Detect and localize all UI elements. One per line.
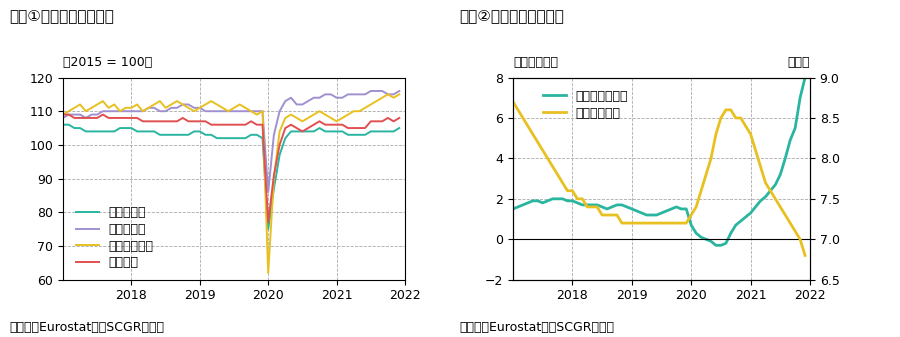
失業率（右）	[800, 253, 811, 257]
Text: （前年比％）: （前年比％）	[513, 56, 558, 69]
Line: 鉱工業生産: 鉱工業生産	[63, 125, 400, 229]
Text: （2015 = 100）: （2015 = 100）	[63, 56, 152, 69]
失業率（右）	[581, 205, 592, 209]
消費者物価指数	[557, 197, 568, 201]
Legend: 鉱工業生産, 小売売上高, 資本財売上高, 輸出数量: 鉱工業生産, 小売売上高, 資本財売上高, 輸出数量	[76, 206, 154, 269]
輸出数量	[394, 116, 405, 120]
消費者物価指数	[800, 75, 811, 80]
資本財売上高	[274, 129, 285, 133]
Line: 資本財売上高: 資本財売上高	[63, 94, 400, 273]
Text: （出所：EurostatよりSCGR作成）: （出所：EurostatよりSCGR作成）	[459, 320, 614, 334]
小売売上高	[114, 109, 125, 113]
小売売上高	[394, 89, 405, 93]
小売売上高	[143, 106, 154, 110]
Legend: 消費者物価指数, 失業率（右）: 消費者物価指数, 失業率（右）	[543, 90, 628, 120]
小売売上高	[155, 109, 166, 113]
輸出数量	[58, 113, 68, 117]
資本財売上高	[382, 92, 393, 96]
Text: （出所：EurostatよりSCGR作成）: （出所：EurostatよりSCGR作成）	[9, 320, 164, 334]
Text: 図表①　需給の経済指標: 図表① 需給の経済指標	[9, 8, 114, 24]
鉱工業生産	[143, 129, 154, 133]
失業率（右）	[607, 213, 617, 217]
失業率（右）	[690, 205, 701, 209]
消費者物価指数	[607, 205, 617, 209]
失業率（右）	[508, 100, 518, 104]
資本財売上高	[263, 271, 274, 275]
Line: 輸出数量: 輸出数量	[63, 115, 400, 222]
Text: 図表②　物価・雇用指標: 図表② 物価・雇用指標	[459, 8, 564, 24]
鉱工業生産	[274, 153, 285, 157]
鉱工業生産	[155, 133, 166, 137]
輸出数量	[166, 119, 176, 123]
資本財売上高	[166, 102, 176, 106]
Text: （％）: （％）	[788, 56, 810, 69]
鉱工業生産	[114, 126, 125, 130]
輸出数量	[263, 220, 274, 224]
小売売上高	[263, 190, 274, 194]
輸出数量	[172, 119, 183, 123]
資本財売上高	[143, 106, 154, 110]
資本財売上高	[172, 99, 183, 103]
消費者物価指数	[690, 231, 701, 235]
鉱工業生産	[166, 133, 176, 137]
資本財売上高	[114, 109, 125, 113]
失業率（右）	[591, 205, 602, 209]
資本財売上高	[155, 99, 166, 103]
消費者物価指数	[591, 203, 602, 207]
輸出数量	[143, 119, 154, 123]
消費者物価指数	[581, 203, 592, 207]
鉱工業生産	[58, 123, 68, 127]
鉱工業生産	[394, 126, 405, 130]
失業率（右）	[557, 181, 568, 185]
消費者物価指数	[508, 207, 518, 211]
小売売上高	[58, 116, 68, 120]
輸出数量	[155, 119, 166, 123]
失業率（右）	[601, 213, 612, 217]
Line: 失業率（右）: 失業率（右）	[513, 102, 806, 255]
小売売上高	[365, 89, 376, 93]
輸出数量	[114, 116, 125, 120]
鉱工業生産	[172, 133, 183, 137]
小売売上高	[166, 106, 176, 110]
資本財売上高	[58, 113, 68, 117]
消費者物価指数	[710, 243, 721, 247]
消費者物価指数	[601, 207, 612, 211]
資本財売上高	[394, 92, 405, 96]
Line: 小売売上高: 小売売上高	[63, 91, 400, 192]
Line: 消費者物価指数: 消費者物価指数	[513, 78, 806, 245]
輸出数量	[274, 143, 285, 147]
小売売上高	[172, 106, 183, 110]
小売売上高	[274, 109, 285, 113]
鉱工業生産	[263, 227, 274, 231]
